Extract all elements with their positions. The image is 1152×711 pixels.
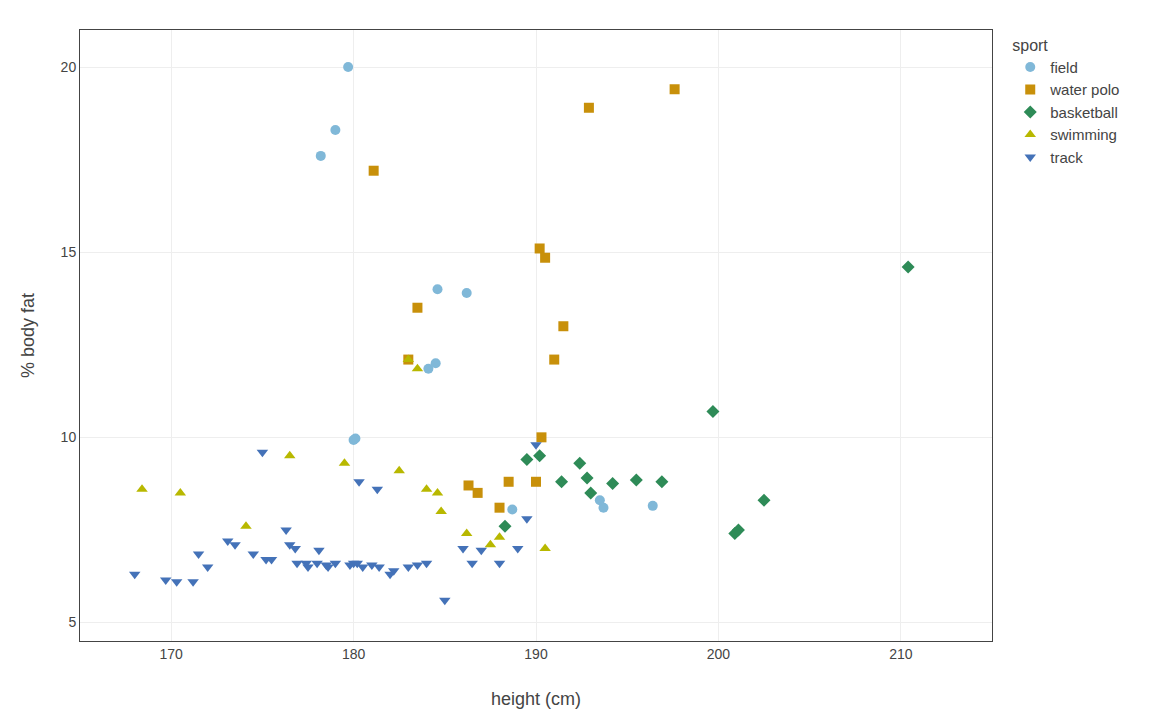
svg-text:sport: sport — [1012, 37, 1048, 54]
svg-text:15: 15 — [61, 244, 77, 260]
svg-text:10: 10 — [61, 429, 77, 445]
svg-text:% body fat: % body fat — [18, 293, 38, 378]
svg-text:20: 20 — [61, 59, 77, 75]
svg-text:210: 210 — [889, 646, 913, 662]
svg-text:basketball: basketball — [1050, 104, 1118, 121]
svg-text:water polo: water polo — [1049, 81, 1119, 98]
svg-text:height (cm): height (cm) — [491, 689, 581, 709]
svg-text:swimming: swimming — [1050, 126, 1117, 143]
svg-text:5: 5 — [68, 614, 76, 630]
svg-text:180: 180 — [342, 646, 366, 662]
svg-text:field: field — [1050, 59, 1078, 76]
svg-text:200: 200 — [707, 646, 731, 662]
svg-text:190: 190 — [524, 646, 548, 662]
svg-text:170: 170 — [160, 646, 184, 662]
svg-text:track: track — [1050, 149, 1083, 166]
